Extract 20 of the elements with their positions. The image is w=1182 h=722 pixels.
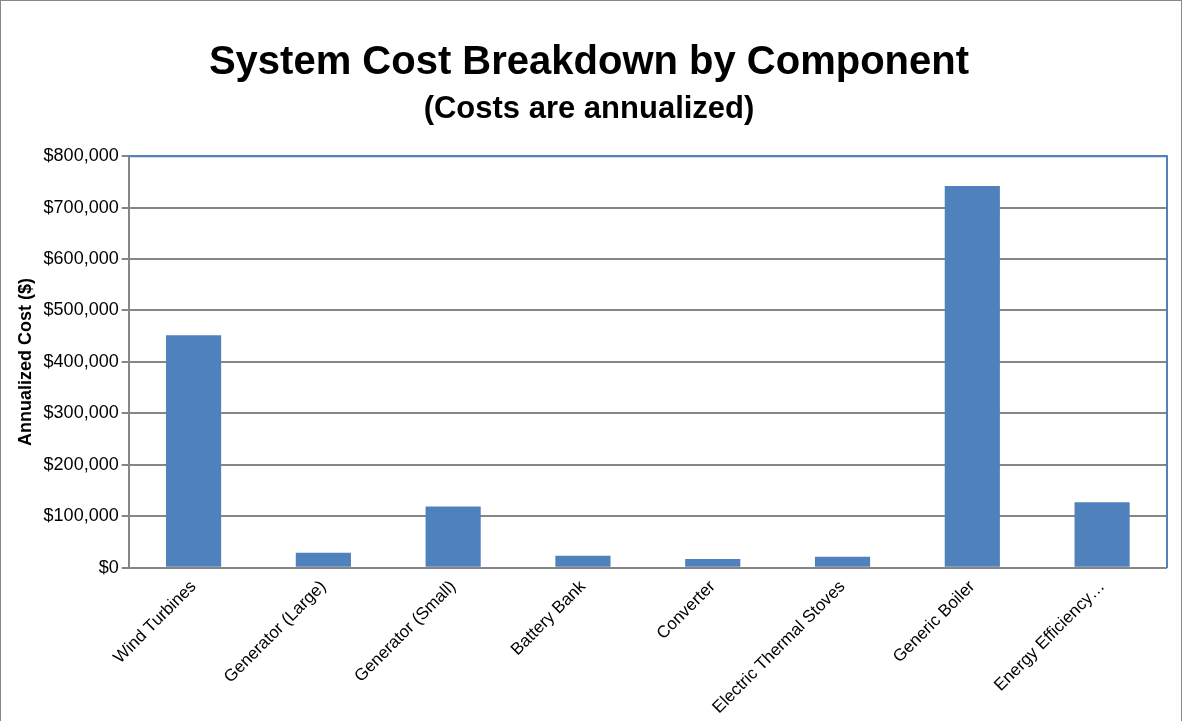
chart-subtitle: (Costs are annualized)	[423, 90, 755, 126]
bar	[425, 506, 481, 567]
y-axis-title: Annualized Cost ($)	[14, 277, 35, 446]
y-tick-label: $100,000	[43, 505, 119, 526]
bar	[1074, 502, 1130, 567]
bar	[555, 555, 611, 567]
y-tick-label: $0	[98, 556, 119, 577]
y-tick-label: $700,000	[43, 196, 119, 217]
y-tick-label: $200,000	[43, 453, 119, 474]
chart-title: System Cost Breakdown by Component	[208, 38, 970, 83]
bar	[944, 186, 1000, 567]
y-tick-label: $300,000	[43, 402, 119, 423]
bar	[295, 552, 351, 567]
y-tick-label: $800,000	[43, 145, 119, 166]
bar	[814, 556, 871, 567]
bar	[165, 335, 222, 567]
y-tick-label: $500,000	[43, 299, 119, 320]
bar	[685, 558, 741, 567]
y-tick-label: $400,000	[43, 350, 119, 371]
y-tick-label: $600,000	[43, 248, 119, 269]
